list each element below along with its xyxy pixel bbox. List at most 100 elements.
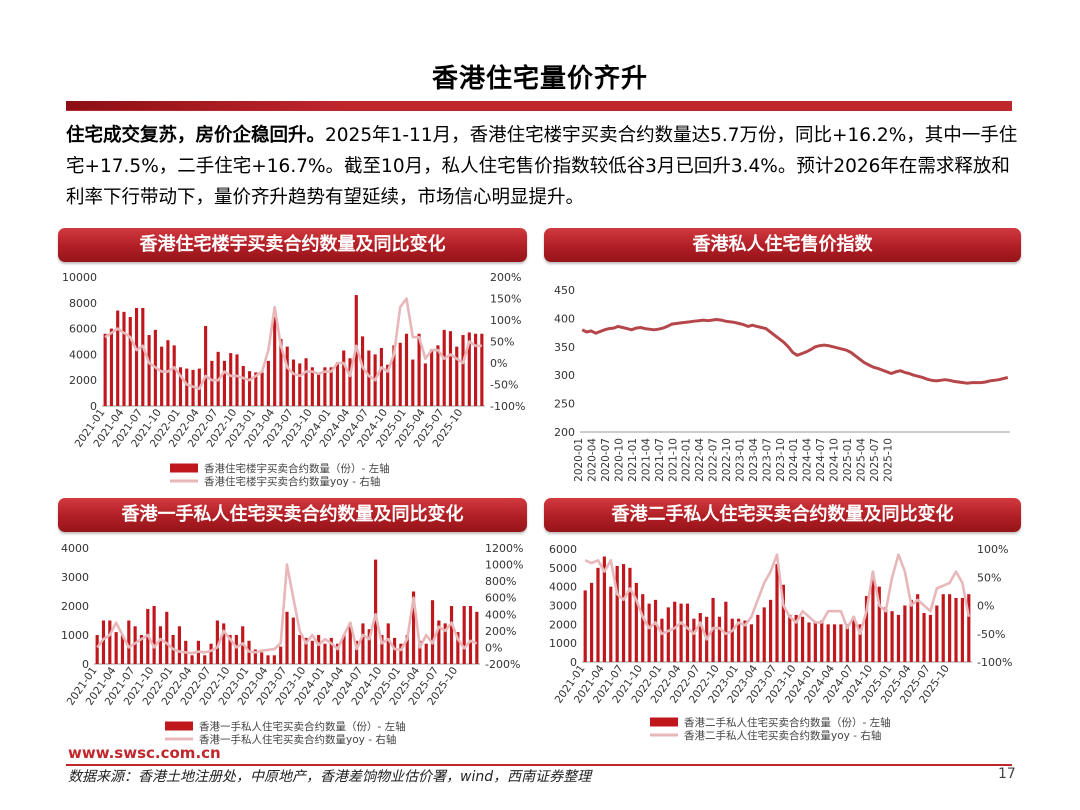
bar (423, 363, 427, 406)
bar (127, 620, 131, 664)
chart-title-total: 香港住宅楼宇买卖合约数量及同比变化 (58, 228, 527, 262)
bar (241, 366, 245, 406)
bar (404, 333, 409, 406)
legend-swatch-bar (650, 717, 678, 727)
bar (120, 635, 125, 664)
bar (609, 586, 613, 662)
bar (941, 594, 945, 662)
bar (871, 573, 875, 662)
bar (398, 342, 402, 406)
bar (158, 626, 163, 664)
y-left-tick-label: 250 (554, 398, 575, 411)
bar (147, 335, 151, 406)
footer-line (66, 764, 1012, 766)
bar (788, 614, 792, 662)
series-line (96, 563, 478, 655)
y-left-tick-label: 2000 (549, 618, 577, 631)
bar (229, 353, 233, 406)
x-tick-label: 2023-04 (748, 438, 760, 482)
bar (178, 367, 183, 406)
bar (177, 626, 182, 664)
bar (279, 338, 283, 406)
bar (621, 564, 626, 662)
x-tick-label: 2025-07 (869, 438, 881, 482)
bar (583, 590, 587, 662)
bar (781, 584, 785, 662)
bar (222, 623, 226, 664)
y-left-tick-label: 350 (554, 341, 575, 354)
bar (386, 364, 390, 406)
bar (800, 616, 805, 662)
y-left-tick-label: 4000 (549, 581, 577, 594)
bar (928, 614, 933, 662)
bar (336, 643, 340, 664)
bar (235, 354, 239, 406)
y-left-tick-label: 200 (554, 426, 575, 439)
y-left-tick-label: 2000 (69, 374, 97, 387)
bar (417, 333, 421, 406)
x-tick-label: 2021-10 (667, 438, 679, 482)
bar (386, 623, 390, 664)
bar (596, 567, 600, 662)
bar (424, 643, 428, 664)
bar (724, 601, 728, 662)
bar (329, 637, 333, 664)
bar (820, 620, 824, 662)
y-right-tick-label: -200% (485, 658, 520, 671)
chart-title-secondary: 香港二手私人住宅买卖合约数量及同比变化 (544, 498, 1021, 532)
bar (813, 622, 817, 662)
bar (209, 643, 213, 664)
x-tick-label: 2021-07 (654, 438, 666, 482)
y-left-tick-label: 2000 (61, 600, 89, 613)
bar (628, 567, 632, 662)
bar (922, 613, 926, 662)
bar (380, 635, 384, 664)
bar (234, 635, 238, 664)
y-right-tick-label: 800% (485, 575, 516, 588)
bar (960, 597, 965, 662)
bar (418, 640, 422, 664)
bar (468, 606, 473, 664)
x-tick-label: 2020-10 (614, 438, 626, 482)
bar (116, 310, 120, 406)
bar (285, 346, 289, 406)
bar (141, 307, 145, 406)
bar (335, 362, 340, 406)
bar (103, 333, 107, 406)
bar (266, 655, 270, 664)
chart-title-price-index: 香港私人住宅售价指数 (544, 228, 1021, 262)
bar (832, 624, 837, 662)
bar (215, 620, 219, 664)
bar (456, 632, 460, 664)
x-tick-label: 2022-07 (708, 438, 720, 482)
bar (95, 635, 99, 664)
bar (134, 307, 139, 406)
series-line (584, 553, 971, 641)
bar (602, 556, 606, 662)
bar (807, 622, 811, 662)
x-tick-label: 2020-04 (587, 438, 599, 482)
legend-label: 香港二手私人住宅买卖合约数量yoy - 右轴 (684, 729, 881, 742)
bar (455, 346, 459, 406)
y-left-tick-label: 0 (82, 658, 89, 671)
y-left-tick-label: 5000 (549, 562, 577, 575)
bar (323, 643, 327, 664)
bar (474, 333, 478, 406)
y-right-tick-label: -100% (490, 400, 525, 413)
chart-secondary: 0 1000 2000 3000 4000 5000 6000 -100% -50% 0% 50% 1… (549, 543, 1012, 742)
bar (679, 603, 683, 662)
footer-url: www.swsc.com.cn (68, 744, 221, 762)
bar (165, 611, 169, 664)
x-tick-label: 2024-07 (815, 438, 827, 482)
y-left-tick-label: 400 (554, 312, 575, 325)
bar (437, 620, 441, 664)
bar (647, 603, 651, 662)
bar (166, 340, 170, 406)
y-right-tick-label: 200% (490, 271, 521, 284)
bar (228, 635, 232, 664)
bar (260, 372, 264, 406)
summary-bold: 住宅成交复苏，房价企稳回升。 (66, 125, 326, 146)
x-tick-label: 2022-10 (721, 438, 733, 482)
y-right-tick-label: 0% (977, 600, 994, 613)
